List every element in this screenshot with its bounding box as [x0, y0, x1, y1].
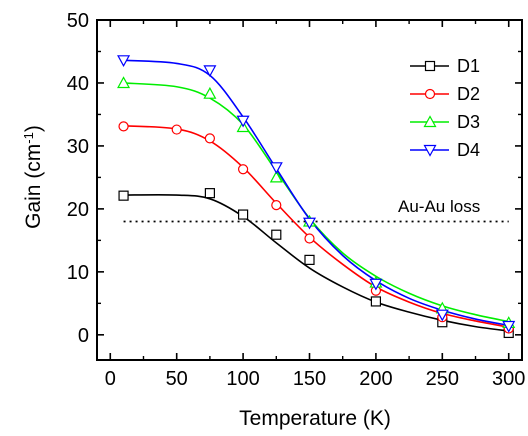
y-axis-title-close: ) — [22, 125, 45, 132]
x-tick-label: 150 — [293, 368, 326, 390]
data-point-d1 — [304, 254, 315, 265]
y-tick-label: 50 — [67, 10, 89, 32]
data-point-d4 — [117, 55, 131, 68]
y-tick-label: 30 — [67, 136, 89, 158]
data-point-d4 — [502, 320, 516, 333]
legend-marker-d1 — [424, 60, 436, 72]
data-point-d4 — [269, 162, 283, 175]
legend-marker-d2 — [424, 88, 436, 100]
legend-label-d2: D2 — [457, 84, 480, 104]
y-tick-label: 20 — [67, 199, 89, 221]
legend-label-d4: D4 — [457, 140, 480, 160]
data-point-d4 — [203, 65, 217, 78]
x-tick-label: 100 — [226, 368, 259, 390]
data-point-d1 — [237, 209, 249, 220]
y-tick-label: 40 — [67, 73, 89, 95]
data-point-d2 — [304, 233, 315, 244]
data-point-d2 — [171, 124, 182, 135]
legend-marker-d3 — [423, 115, 437, 128]
y-tick-label: 10 — [67, 262, 89, 284]
data-point-d4 — [236, 115, 250, 128]
x-tick-label: 250 — [426, 368, 459, 390]
x-tick-label: 0 — [105, 368, 116, 390]
data-point-d2 — [271, 200, 282, 211]
data-point-d4 — [302, 217, 317, 230]
fit-curves-layer — [123, 59, 509, 332]
y-tick-label: 0 — [78, 325, 89, 347]
data-point-d4 — [369, 278, 383, 291]
legend-marker-d4 — [423, 144, 437, 157]
data-point-d4 — [435, 309, 449, 322]
x-tick-label: 300 — [492, 368, 525, 390]
fit-curve-d4 — [123, 59, 509, 327]
au-au-loss-label: Au-Au loss — [398, 197, 480, 216]
data-point-d3 — [269, 170, 283, 183]
legend-label-d1: D1 — [457, 56, 480, 76]
axis-ticks-layer: 0 50 100 150 200 250 300 0 10 20 30 40 50 — [67, 10, 526, 390]
data-point-d2 — [237, 164, 249, 175]
data-point-d2 — [204, 133, 215, 144]
data-markers-layer — [117, 55, 516, 339]
data-point-d3 — [117, 76, 131, 89]
x-tick-label: 50 — [166, 368, 188, 390]
y-axis-title-superscript: -1 — [21, 132, 36, 144]
data-point-d1 — [271, 229, 282, 240]
x-axis-title: Temperature (K) — [239, 407, 391, 430]
y-axis-title-main: Gain (cm — [22, 144, 45, 229]
y-axis-title: Gain (cm-1) — [21, 125, 46, 229]
data-point-d3 — [203, 86, 217, 99]
data-point-d1 — [118, 190, 129, 201]
x-tick-label: 200 — [359, 368, 392, 390]
data-point-d1 — [370, 296, 382, 307]
data-point-d1 — [204, 188, 215, 199]
legend: D1 D2 D3 D4 — [410, 56, 480, 160]
legend-label-d3: D3 — [457, 112, 480, 132]
data-point-d2 — [118, 121, 129, 132]
